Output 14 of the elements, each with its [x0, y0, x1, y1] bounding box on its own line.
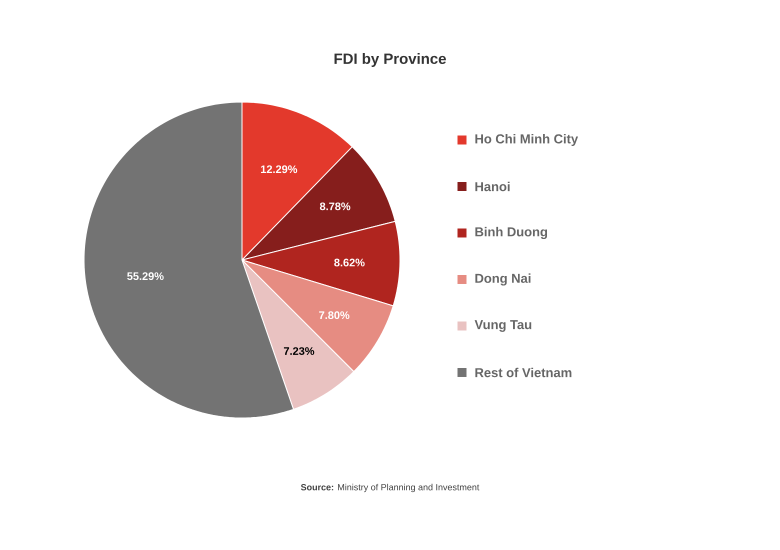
legend-label: Ho Chi Minh City [475, 134, 578, 146]
data-label: 8.78% [320, 202, 350, 210]
legend-label: Dong Nai [475, 273, 530, 286]
data-label: 55.29% [127, 272, 164, 280]
legend-label: Binh Duong [475, 226, 548, 240]
legend-label: Vung Tau [474, 320, 532, 332]
data-label: 8.62% [334, 258, 365, 266]
data-label: 12.29% [261, 165, 298, 174]
chart-title: FDI by Province [334, 53, 446, 67]
legend-label: Hanoi [475, 182, 510, 192]
data-label: 7.80% [319, 311, 350, 320]
text: Source: Ministry of Planning and Investment [300, 484, 480, 492]
legend-label: Rest of Vietnam [475, 368, 572, 378]
data-label: 7.23% [284, 347, 314, 355]
